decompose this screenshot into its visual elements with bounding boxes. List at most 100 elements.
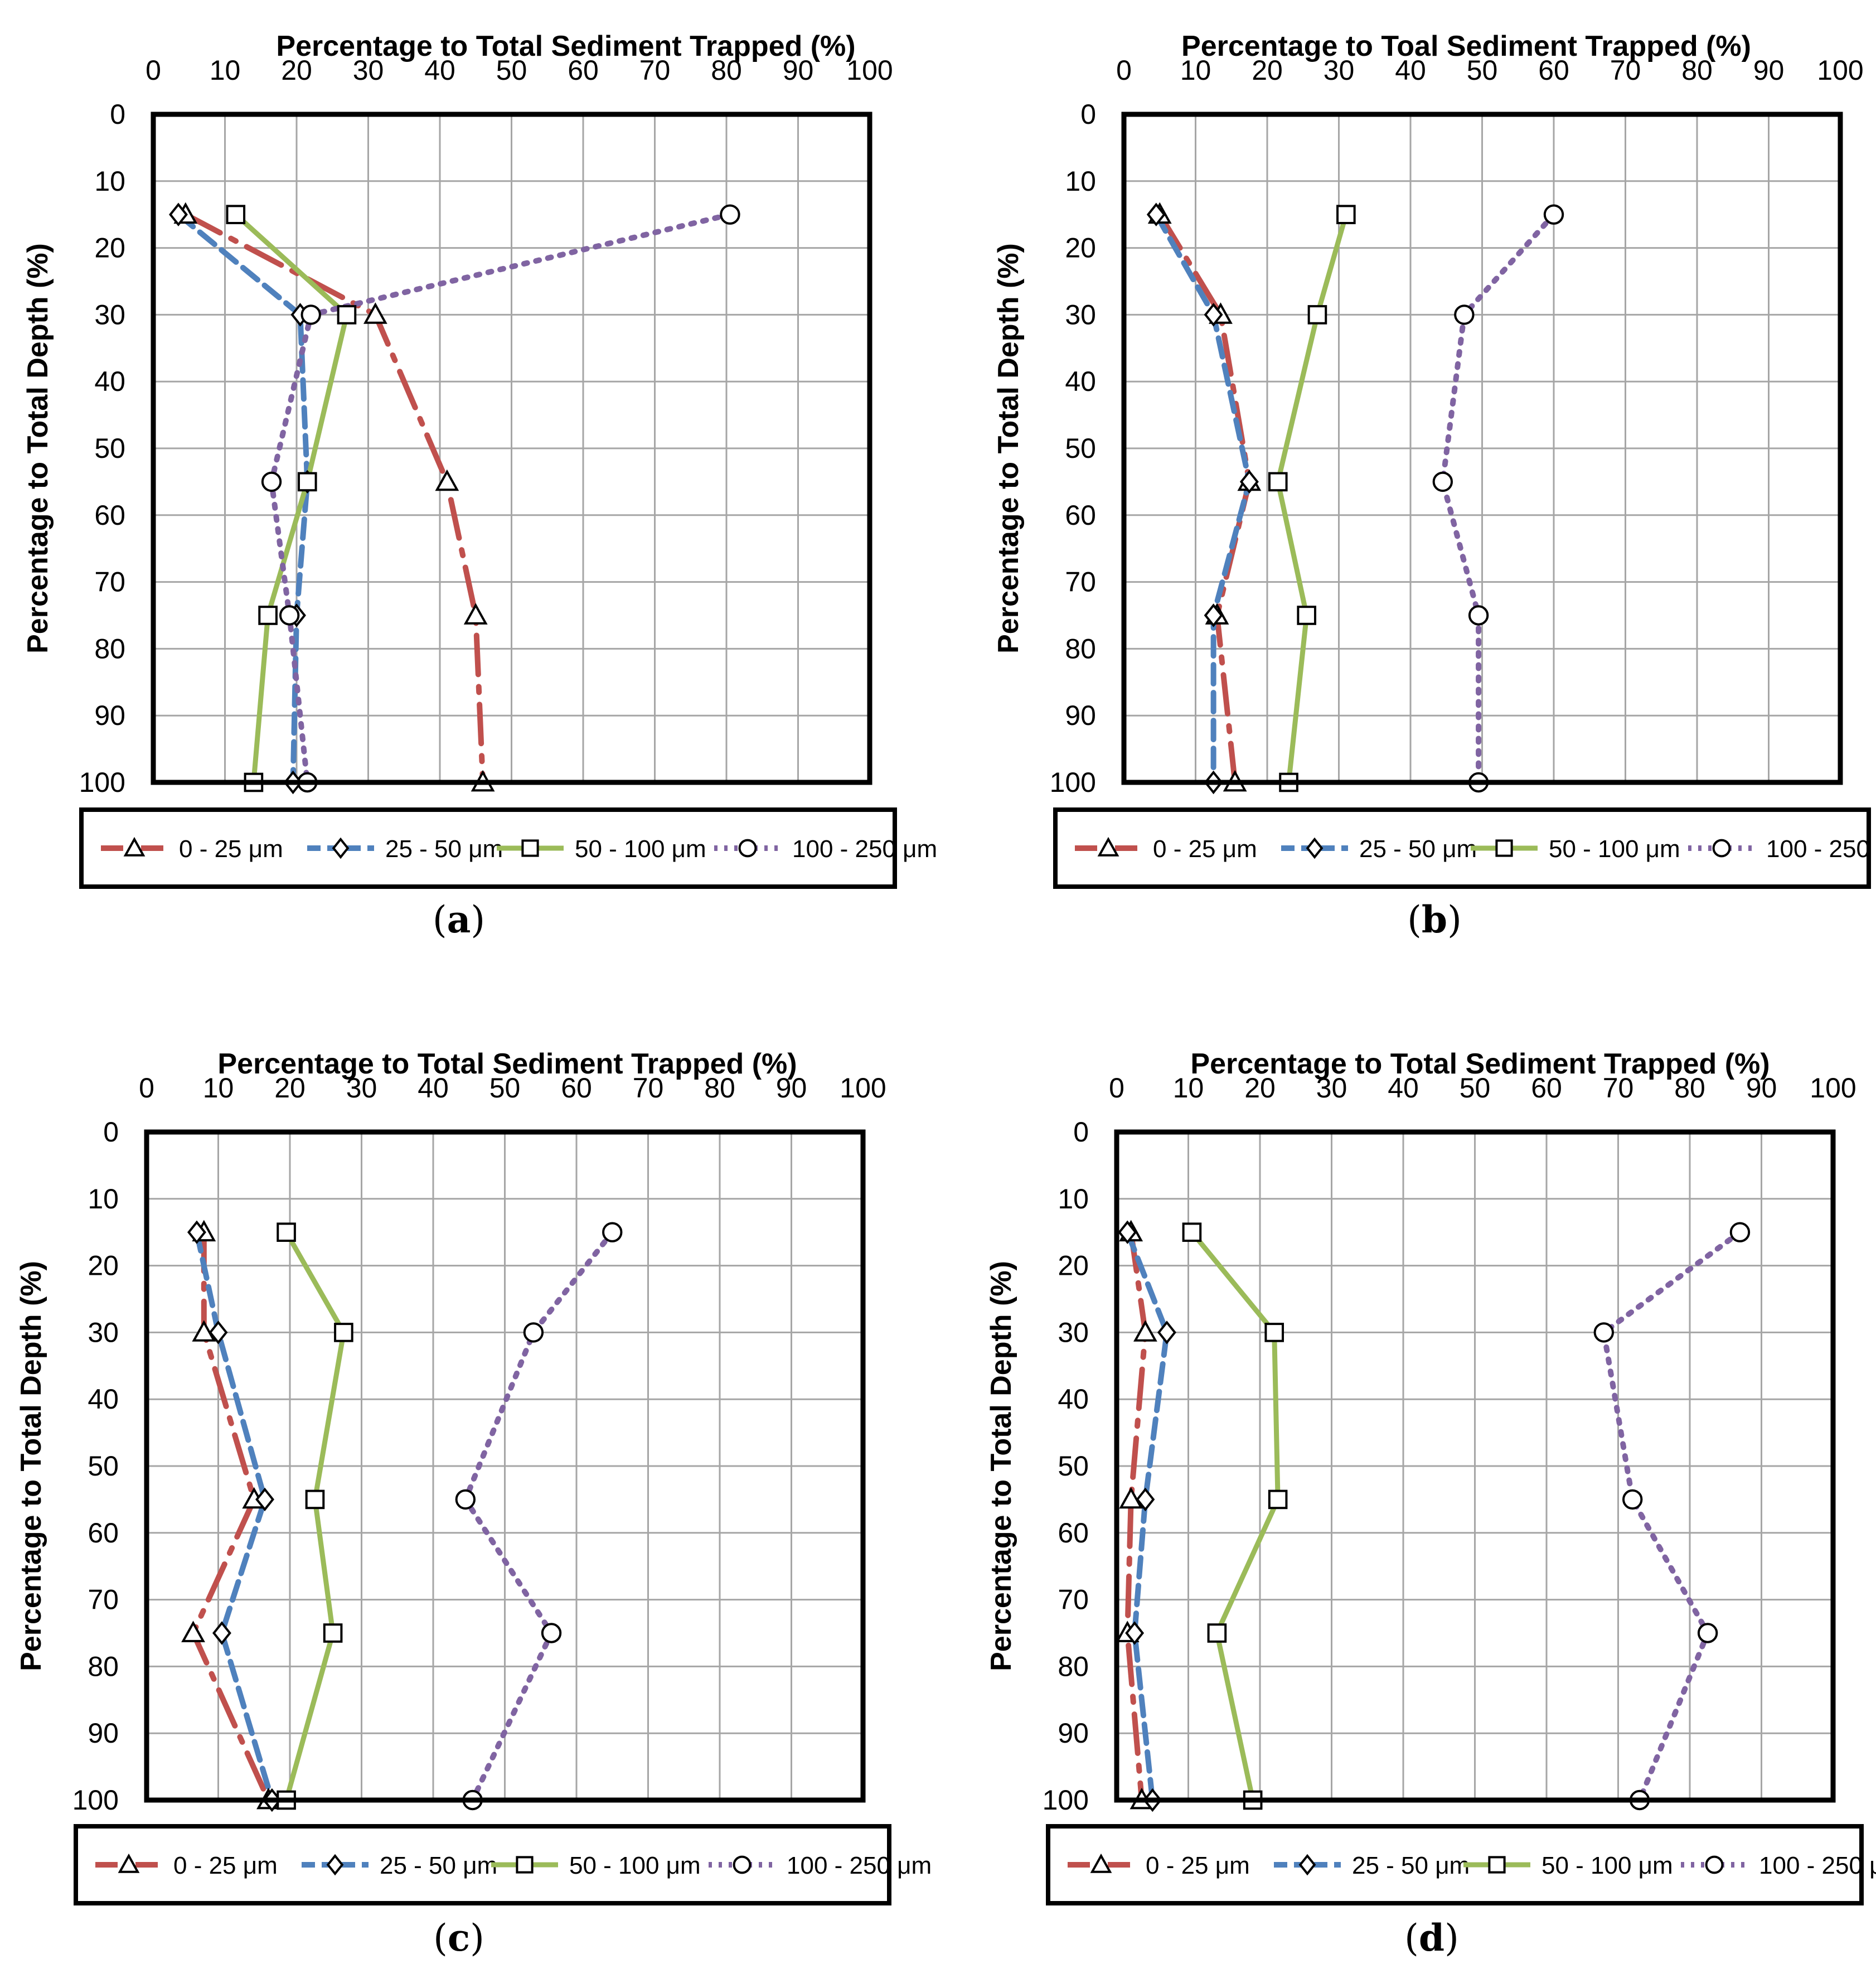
caption-open-paren: (: [1407, 898, 1422, 941]
data-point-dia: [187, 1220, 206, 1244]
panel-caption: (d): [1404, 1916, 1459, 1960]
x-tick-label: 10: [210, 55, 241, 86]
caption-open-paren: (: [433, 1917, 448, 1960]
x-tick-label: 10: [203, 1072, 234, 1104]
data-point-tri: [1133, 1320, 1157, 1342]
legend-marker-circ: [1705, 1855, 1724, 1874]
x-tick-label: 0: [146, 55, 161, 86]
y-tick-label: 40: [94, 366, 125, 397]
legend-label-circ: 100 - 250 μm: [787, 1852, 932, 1879]
data-point-sq: [1268, 472, 1288, 492]
legend-marker-dia: [1298, 1854, 1316, 1876]
data-point-sq: [226, 205, 246, 224]
y-tick-label: 60: [1065, 500, 1096, 531]
y-tick-label: 30: [1058, 1317, 1089, 1348]
legend-frame: [79, 807, 897, 889]
legend-marker-sq: [1495, 839, 1513, 857]
plot-frame: [1121, 112, 1843, 785]
data-point-sq: [334, 1323, 353, 1342]
y-tick-label: 80: [1065, 633, 1096, 664]
x-tick-label: 90: [783, 55, 814, 86]
y-tick-label: 90: [1058, 1718, 1089, 1749]
caption-letter: b: [1422, 898, 1447, 941]
data-point-dia: [1239, 470, 1259, 494]
x-tick-label: 70: [1603, 1072, 1634, 1104]
x-tick-label: 80: [1674, 1072, 1705, 1104]
data-point-sq: [323, 1623, 343, 1643]
y-tick-label: 40: [1065, 366, 1096, 397]
legend-label-dia: 25 - 50 μm: [1352, 1852, 1470, 1879]
data-point-sq: [1182, 1222, 1202, 1242]
y-tick-label: 90: [1065, 700, 1096, 731]
legend-frame: [1053, 807, 1871, 889]
legend-marker-tri: [1097, 836, 1119, 857]
series-line-sq: [1189, 1230, 1281, 1803]
data-point-circ: [300, 304, 321, 325]
data-point-dia: [1125, 1621, 1145, 1645]
data-point-sq: [1336, 205, 1356, 224]
legend-label-sq: 50 - 100 μm: [1549, 835, 1680, 863]
x-tick-label: 60: [568, 55, 599, 86]
data-point-circ: [1454, 304, 1475, 325]
series-line-circ: [1601, 1229, 1743, 1803]
data-point-circ: [279, 605, 300, 626]
legend-label-circ: 100 - 250 μm: [792, 835, 937, 863]
plot-frame: [151, 112, 872, 785]
caption-open-paren: (: [1404, 1917, 1419, 1960]
data-point-tri: [181, 1621, 205, 1642]
legend-label-sq: 50 - 100 μm: [575, 835, 706, 863]
legend-marker-dia: [1306, 837, 1324, 859]
y-tick-label: 0: [1073, 1116, 1089, 1148]
y-tick-label: 70: [88, 1584, 119, 1615]
data-point-dia: [1204, 603, 1223, 627]
x-axis-title: Percentage to Total Sediment Trapped (%): [276, 30, 855, 62]
x-tick-label: 100: [1810, 1072, 1856, 1104]
data-point-sq: [277, 1222, 296, 1242]
y-tick-label: 100: [1050, 767, 1096, 798]
legend-label-sq: 50 - 100 μm: [569, 1852, 701, 1879]
legend-frame: [74, 1824, 891, 1905]
x-tick-label: 50: [1467, 55, 1498, 86]
data-point-dia: [1146, 202, 1166, 226]
y-tick-label: 40: [88, 1384, 119, 1415]
y-tick-label: 20: [88, 1250, 119, 1281]
y-tick-label: 100: [79, 767, 125, 798]
y-tick-label: 50: [1058, 1450, 1089, 1482]
x-tick-label: 90: [1746, 1072, 1777, 1104]
caption-letter: a: [447, 898, 471, 941]
data-point-circ: [720, 204, 740, 225]
series-line-sq: [233, 212, 350, 785]
y-tick-label: 60: [88, 1517, 119, 1549]
legend: 0 - 25 μm 25 - 50 μm 50 - 100 μm 100 - 250 …: [74, 1824, 932, 1905]
y-tick-label: 100: [1043, 1784, 1089, 1816]
legend-marker-circ: [1712, 839, 1731, 858]
x-tick-label: 50: [496, 55, 527, 86]
legend-marker-sq: [521, 839, 539, 857]
data-point-sq: [1297, 606, 1316, 625]
x-tick-label: 20: [1252, 55, 1283, 86]
data-point-tri: [363, 302, 387, 324]
y-tick-label: 0: [110, 99, 125, 130]
legend-label-tri: 0 - 25 μm: [173, 1852, 278, 1879]
legend-label-dia: 25 - 50 μm: [1359, 835, 1477, 863]
plot-frame: [1114, 1129, 1836, 1803]
x-tick-label: 40: [424, 55, 455, 86]
data-point-tri: [463, 603, 488, 625]
y-tick-label: 70: [94, 567, 125, 598]
x-tick-label: 40: [1395, 55, 1426, 86]
x-tick-label: 20: [1244, 1072, 1276, 1104]
data-point-circ: [1697, 1623, 1718, 1643]
series-line-circ: [269, 211, 733, 785]
data-point-sq: [305, 1489, 325, 1510]
legend-label-circ: 100 - 250 μm: [1766, 835, 1876, 863]
x-tick-label: 50: [489, 1072, 521, 1104]
y-tick-label: 0: [1080, 99, 1096, 130]
x-tick-label: 30: [353, 55, 384, 86]
y-tick-label: 40: [1058, 1384, 1089, 1415]
x-tick-label: 90: [776, 1072, 807, 1104]
data-point-tri: [192, 1320, 216, 1342]
legend-marker-sq: [516, 1856, 534, 1874]
y-tick-label: 90: [88, 1718, 119, 1749]
data-point-circ: [1432, 471, 1453, 492]
legend: 0 - 25 μm 25 - 50 μm 50 - 100 μm 100 - 250 …: [1053, 807, 1876, 889]
